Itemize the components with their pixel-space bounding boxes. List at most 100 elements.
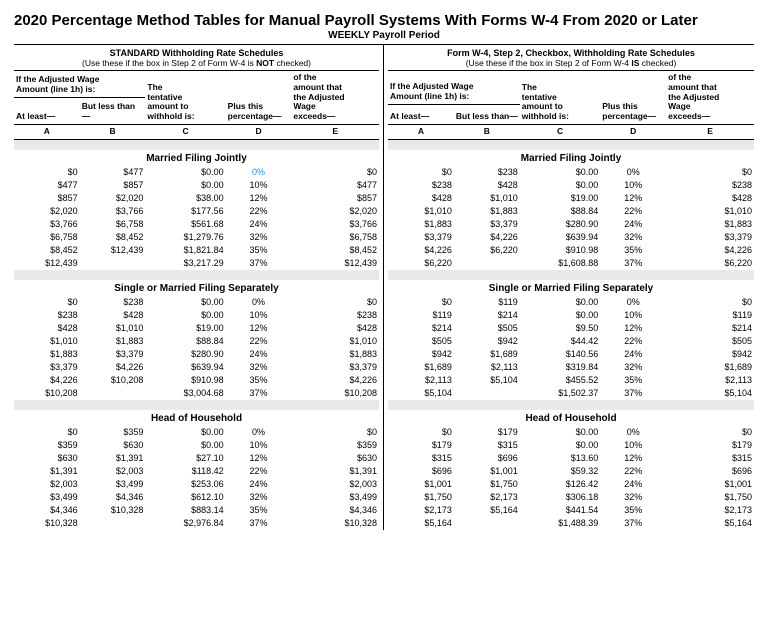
- table-cell: 37%: [600, 387, 666, 400]
- table-row: $10,328$2,976.8437%$10,328: [14, 517, 379, 530]
- table-cell: $0: [14, 166, 80, 179]
- col-letter: C: [520, 124, 601, 138]
- table-row: $8,452$12,439$1,821.8435%$8,452: [14, 244, 379, 257]
- table-row: $0$238$0.000%$0: [14, 296, 379, 309]
- table-cell: $3,499: [291, 491, 379, 504]
- table-cell: $2,976.84: [145, 517, 225, 530]
- hdr-text: Amount (line 1h) is:: [16, 84, 95, 94]
- table-cell: $2,173: [666, 504, 754, 517]
- table-row: $2,020$3,766$177.5622%$2,020: [14, 205, 379, 218]
- table-cell: $0.00: [520, 426, 601, 439]
- table-cell: 10%: [226, 439, 292, 452]
- table-cell: 24%: [226, 348, 292, 361]
- hdr-text: tentative: [522, 92, 557, 102]
- table-cell: $5,104: [388, 387, 454, 400]
- table-cell: [454, 517, 520, 530]
- section-band: [14, 270, 379, 280]
- table-cell: $19.00: [145, 322, 225, 335]
- table-cell: $1,502.37: [520, 387, 601, 400]
- hdr-text: amount to: [147, 101, 188, 111]
- table-row: $179$315$0.0010%$179: [388, 439, 754, 452]
- table-cell: $428: [14, 322, 80, 335]
- table-cell: $0.00: [520, 179, 601, 192]
- table-cell: $38.00: [145, 192, 225, 205]
- table-cell: $4,346: [291, 504, 379, 517]
- table-cell: 10%: [226, 309, 292, 322]
- table-cell: $13.60: [520, 452, 601, 465]
- hdr-text: Plus this: [602, 101, 637, 111]
- table-cell: $238: [666, 179, 754, 192]
- table-cell: $477: [80, 166, 146, 179]
- table-row: $1,010$1,883$88.8422%$1,010: [14, 335, 379, 348]
- table-cell: [80, 257, 146, 270]
- table-cell: $1,883: [14, 348, 80, 361]
- table-row: $696$1,001$59.3222%$696: [388, 465, 754, 478]
- table-cell: 37%: [600, 257, 666, 270]
- table-cell: 37%: [226, 387, 292, 400]
- table-cell: $214: [454, 309, 520, 322]
- column-header-right: If the Adjusted Wage Amount (line 1h) is…: [388, 70, 754, 140]
- table-cell: $4,226: [454, 231, 520, 244]
- table-cell: $119: [666, 309, 754, 322]
- table-cell: $6,758: [291, 231, 379, 244]
- table-cell: 32%: [226, 361, 292, 374]
- table-cell: $4,226: [80, 361, 146, 374]
- table-cell: $4,346: [80, 491, 146, 504]
- table-cell: $441.54: [520, 504, 601, 517]
- table-cell: [80, 517, 146, 530]
- table-cell: $12,439: [80, 244, 146, 257]
- table-cell: $238: [454, 166, 520, 179]
- table-row: $10,208$3,004.6837%$10,208: [14, 387, 379, 400]
- table-row: $1,689$2,113$319.8432%$1,689: [388, 361, 754, 374]
- table-cell: $4,226: [14, 374, 80, 387]
- section-band: [14, 400, 379, 410]
- col-letter: A: [388, 124, 454, 138]
- hdr-text: Wage: [668, 101, 690, 111]
- table-cell: $4,346: [14, 504, 80, 517]
- table-cell: $2,020: [80, 192, 146, 205]
- table-cell: 24%: [600, 218, 666, 231]
- table-cell: $1,010: [291, 335, 379, 348]
- table-cell: 35%: [226, 374, 292, 387]
- table-cell: $5,104: [454, 374, 520, 387]
- table-cell: $88.84: [145, 335, 225, 348]
- text: (Use these if the box in Step 2 of Form …: [82, 58, 256, 68]
- table-cell: $4,226: [666, 244, 754, 257]
- table-cell: $883.14: [145, 504, 225, 517]
- table-cell: 32%: [600, 491, 666, 504]
- section-title-hoh: Head of Household: [388, 410, 754, 426]
- table-cell: $5,164: [454, 504, 520, 517]
- section-band: [14, 140, 379, 150]
- table-cell: $6,220: [666, 257, 754, 270]
- col-letter: B: [454, 124, 520, 138]
- hdr-text: amount that: [293, 82, 342, 92]
- table-cell: 10%: [600, 309, 666, 322]
- table-cell: $10,208: [291, 387, 379, 400]
- table-cell: $1,689: [666, 361, 754, 374]
- table-cell: $3,379: [454, 218, 520, 231]
- table-cell: 10%: [600, 439, 666, 452]
- table-cell: $0: [388, 426, 454, 439]
- section-band: [388, 270, 754, 280]
- table-cell: $428: [454, 179, 520, 192]
- table-cell: $1,883: [666, 218, 754, 231]
- hdr-text: The: [522, 82, 537, 92]
- table-cell: $0.00: [520, 166, 601, 179]
- hdr-text: exceeds—: [668, 111, 710, 121]
- table-row: $4,346$10,328$883.1435%$4,346: [14, 504, 379, 517]
- section-title-mfj: Married Filing Jointly: [388, 150, 754, 166]
- table-row: $5,164$1,488.3937%$5,164: [388, 517, 754, 530]
- table-cell: 35%: [600, 504, 666, 517]
- table-right-hoh: $0$179$0.000%$0$179$315$0.0010%$179$315$…: [388, 426, 754, 530]
- table-cell: $10,208: [14, 387, 80, 400]
- table-cell: $359: [14, 439, 80, 452]
- hdr-text: percentage—: [228, 111, 282, 121]
- table-cell: $1,391: [80, 452, 146, 465]
- table-cell: $2,113: [388, 374, 454, 387]
- table-cell: $696: [666, 465, 754, 478]
- table-cell: 24%: [600, 348, 666, 361]
- table-cell: $315: [454, 439, 520, 452]
- table-cell: $4,226: [388, 244, 454, 257]
- section-title-single: Single or Married Filing Separately: [388, 280, 754, 296]
- table-cell: $428: [80, 309, 146, 322]
